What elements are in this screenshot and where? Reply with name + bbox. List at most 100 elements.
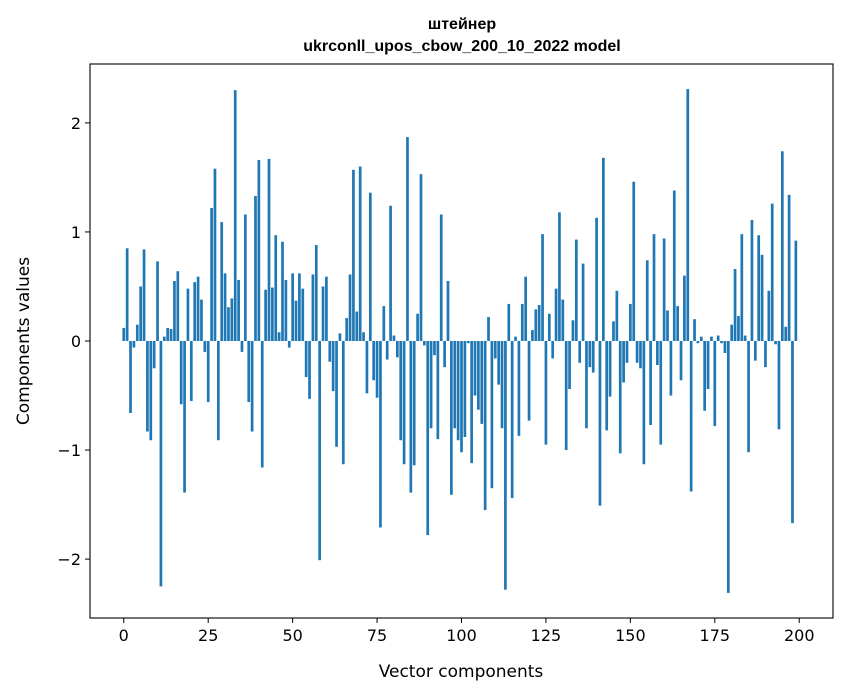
bar-116 — [514, 336, 517, 341]
bar-4 — [135, 324, 139, 341]
bar-170 — [696, 341, 700, 344]
bar-182 — [737, 315, 740, 341]
x-tick-label: 50 — [282, 626, 302, 645]
bar-120 — [527, 341, 531, 421]
bar-192 — [770, 203, 774, 341]
bar-113 — [504, 341, 507, 590]
bar-84 — [406, 137, 409, 341]
bar-34 — [237, 279, 240, 341]
bar-49 — [287, 341, 291, 348]
bar-103 — [470, 341, 473, 464]
bar-48 — [284, 279, 288, 341]
bar-33 — [233, 90, 237, 342]
bar-134 — [574, 239, 578, 341]
bar-65 — [341, 341, 345, 465]
bar-79 — [389, 205, 392, 341]
bar-119 — [524, 276, 528, 341]
bar-89 — [422, 341, 426, 346]
bar-143 — [605, 341, 609, 431]
bar-63 — [335, 341, 338, 447]
bar-129 — [558, 212, 561, 341]
bar-169 — [693, 319, 696, 341]
bar-123 — [537, 305, 541, 341]
bar-126 — [547, 313, 551, 341]
bar-46 — [277, 332, 281, 341]
bar-68 — [352, 169, 355, 341]
bar-75 — [375, 341, 379, 398]
bar-176 — [716, 335, 720, 341]
bar-24 — [203, 341, 207, 352]
bar-60 — [325, 276, 328, 341]
bar-160 — [662, 238, 666, 341]
bar-91 — [429, 341, 433, 429]
bar-114 — [507, 303, 511, 341]
bar-173 — [706, 341, 710, 389]
bar-96 — [446, 281, 450, 341]
bar-23 — [200, 299, 203, 341]
bar-32 — [230, 298, 234, 341]
bar-130 — [561, 299, 565, 341]
bar-151 — [632, 181, 636, 341]
bar-41 — [260, 341, 264, 468]
bar-189 — [760, 254, 764, 341]
bar-178 — [723, 341, 727, 353]
y-axis: −2 −1 0 1 2 — [57, 114, 90, 569]
bar-193 — [774, 341, 777, 345]
bar-1 — [125, 248, 129, 341]
bar-70 — [358, 166, 362, 341]
bar-87 — [416, 313, 419, 341]
bar-93 — [436, 341, 440, 440]
x-tick-label: 200 — [784, 626, 815, 645]
y-tick-label: 1 — [71, 223, 81, 242]
bar-43 — [267, 158, 271, 341]
bar-115 — [510, 341, 514, 499]
y-tick-label: 2 — [71, 114, 81, 133]
bar-109 — [490, 341, 494, 489]
x-axis-label: Vector components — [379, 662, 544, 682]
bar-72 — [365, 341, 369, 394]
bar-99 — [456, 341, 460, 441]
chart-title-line-2: ukrconll_upos_cbow_200_10_2022 model — [303, 38, 620, 55]
bar-19 — [186, 288, 190, 341]
bar-157 — [652, 234, 656, 341]
bar-144 — [608, 341, 612, 397]
bar-145 — [612, 321, 615, 341]
y-tick-label: −2 — [57, 550, 81, 569]
bar-104 — [473, 341, 477, 396]
bar-97 — [450, 341, 453, 495]
bar-155 — [645, 260, 649, 341]
bar-132 — [568, 341, 571, 389]
bar-133 — [571, 320, 575, 341]
bar-94 — [439, 214, 443, 341]
bar-199 — [794, 240, 798, 341]
bar-0 — [122, 327, 126, 341]
bar-67 — [348, 274, 352, 341]
bar-77 — [382, 306, 386, 341]
bar-95 — [443, 341, 446, 368]
bar-125 — [544, 341, 548, 445]
bar-153 — [639, 341, 642, 369]
bar-168 — [689, 341, 693, 492]
bar-136 — [581, 263, 585, 341]
bar-35 — [240, 341, 244, 352]
bar-71 — [362, 332, 365, 341]
bar-167 — [686, 89, 690, 342]
bar-14 — [169, 329, 173, 341]
bar-31 — [227, 307, 230, 341]
bar-81 — [395, 341, 399, 358]
bar-163 — [672, 190, 676, 341]
bar-69 — [355, 311, 359, 341]
bar-162 — [669, 341, 673, 396]
bar-186 — [750, 219, 754, 341]
bar-122 — [534, 309, 538, 341]
bar-101 — [463, 341, 467, 437]
bar-196 — [784, 326, 788, 341]
bar-142 — [601, 157, 605, 341]
bar-39 — [254, 195, 257, 341]
bar-16 — [176, 271, 180, 341]
bar-158 — [656, 341, 659, 365]
bar-15 — [173, 281, 176, 341]
bar-184 — [743, 335, 747, 341]
bar-175 — [713, 341, 717, 427]
